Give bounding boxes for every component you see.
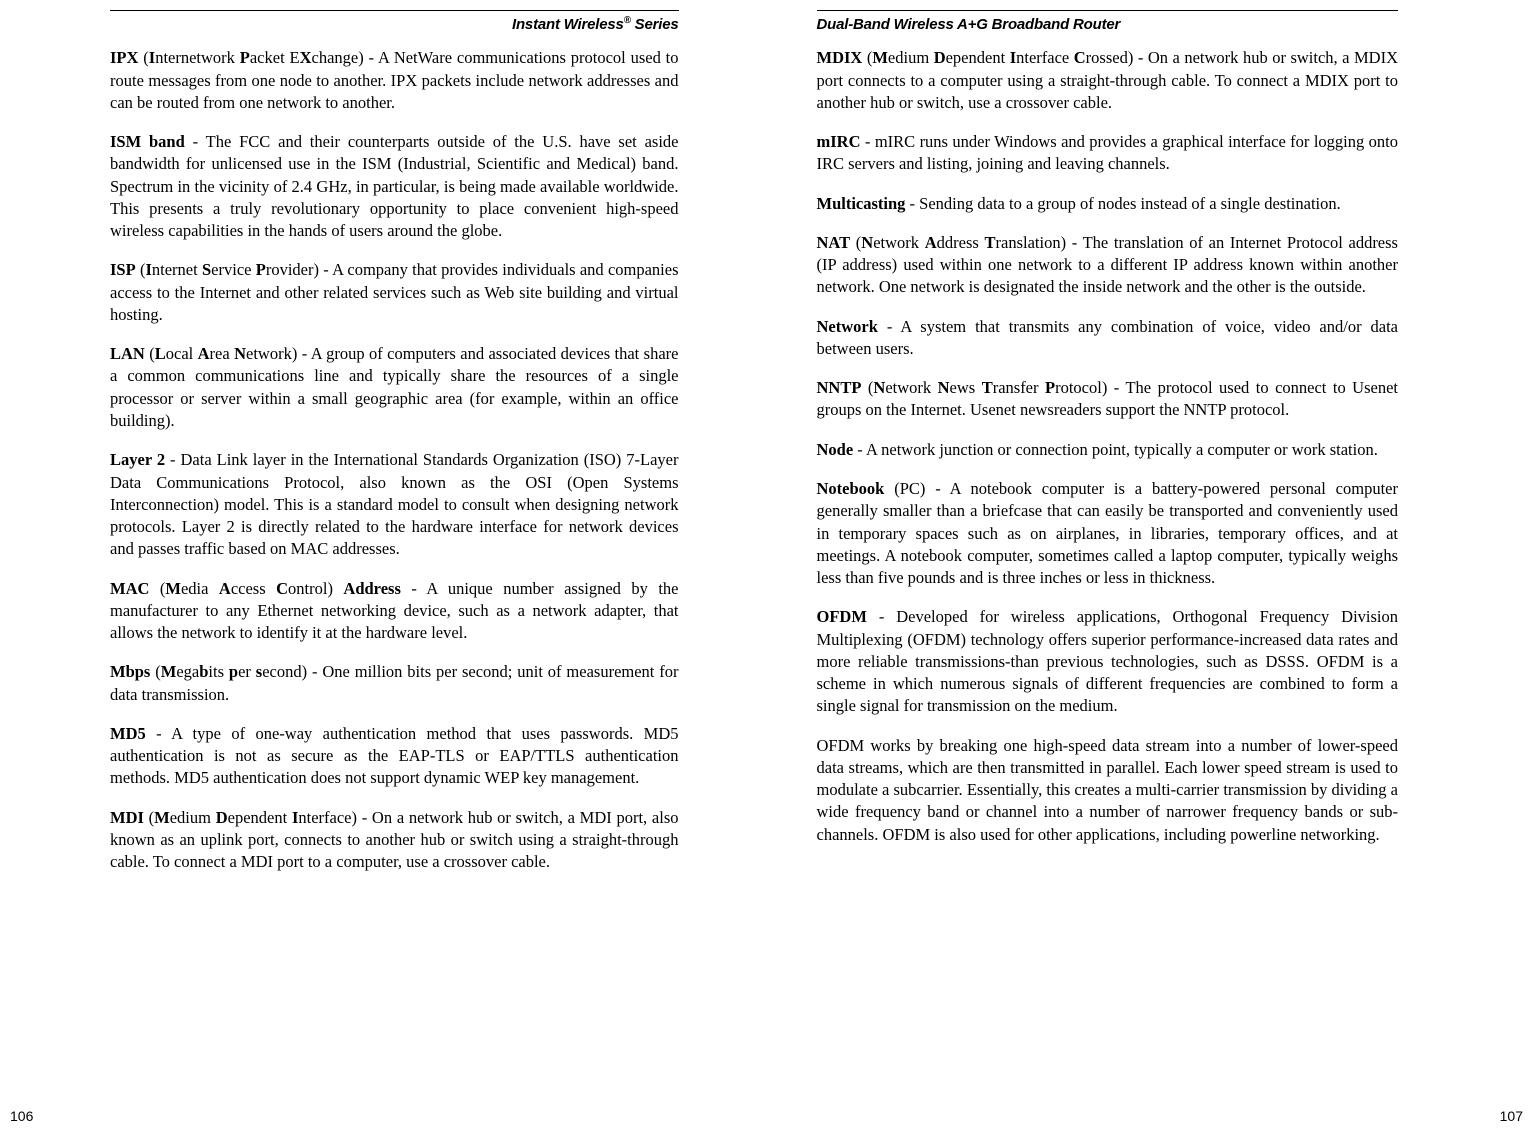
glossary-entry: NNTP (Network News Transfer Protocol) - … — [817, 377, 1399, 422]
left-page: Instant Wireless® Series IPX (Internetwo… — [0, 0, 767, 1132]
glossary-entry: NAT (Network Address Translation) - The … — [817, 232, 1399, 299]
glossary-entry: OFDM - Developed for wireless applicatio… — [817, 606, 1399, 717]
right-header-text: Dual-Band Wireless A+G Broadband Router — [817, 16, 1121, 33]
right-header-row: Dual-Band Wireless A+G Broadband Router — [817, 10, 1399, 35]
glossary-entry: MD5 - A type of one-way authentication m… — [110, 723, 679, 790]
glossary-entry: Layer 2 - Data Link layer in the Interna… — [110, 449, 679, 560]
glossary-entry: Notebook (PC) - A notebook computer is a… — [817, 478, 1399, 589]
glossary-entry: ISP (Internet Service Provider) - A comp… — [110, 259, 679, 326]
glossary-entry: Network - A system that transmits any co… — [817, 316, 1399, 361]
right-page: Dual-Band Wireless A+G Broadband Router … — [767, 0, 1533, 1132]
glossary-entry: mIRC - mIRC runs under Windows and provi… — [817, 131, 1399, 176]
glossary-entry: MAC (Media Access Control) Address - A u… — [110, 578, 679, 645]
left-page-number: 106 — [10, 1107, 33, 1126]
left-header-row: Instant Wireless® Series — [110, 10, 679, 35]
glossary-entry: IPX (Internetwork Packet EXchange) - A N… — [110, 47, 679, 114]
glossary-entry: MDIX (Medium Dependent Interface Crossed… — [817, 47, 1399, 114]
right-content: MDIX (Medium Dependent Interface Crossed… — [817, 47, 1399, 1112]
glossary-entry: LAN (Local Area Network) - A group of co… — [110, 343, 679, 432]
right-page-number: 107 — [1500, 1107, 1523, 1126]
glossary-entry: ISM band - The FCC and their counterpart… — [110, 131, 679, 242]
glossary-entry: Multicasting - Sending data to a group o… — [817, 193, 1399, 215]
glossary-entry: Node - A network junction or connection … — [817, 439, 1399, 461]
left-header-text: Instant Wireless® Series — [512, 16, 679, 33]
left-content: IPX (Internetwork Packet EXchange) - A N… — [110, 47, 679, 1112]
glossary-entry: Mbps (Megabits per second) - One million… — [110, 661, 679, 706]
glossary-entry: MDI (Medium Dependent Interface) - On a … — [110, 807, 679, 874]
glossary-entry: OFDM works by breaking one high-speed da… — [817, 735, 1399, 846]
